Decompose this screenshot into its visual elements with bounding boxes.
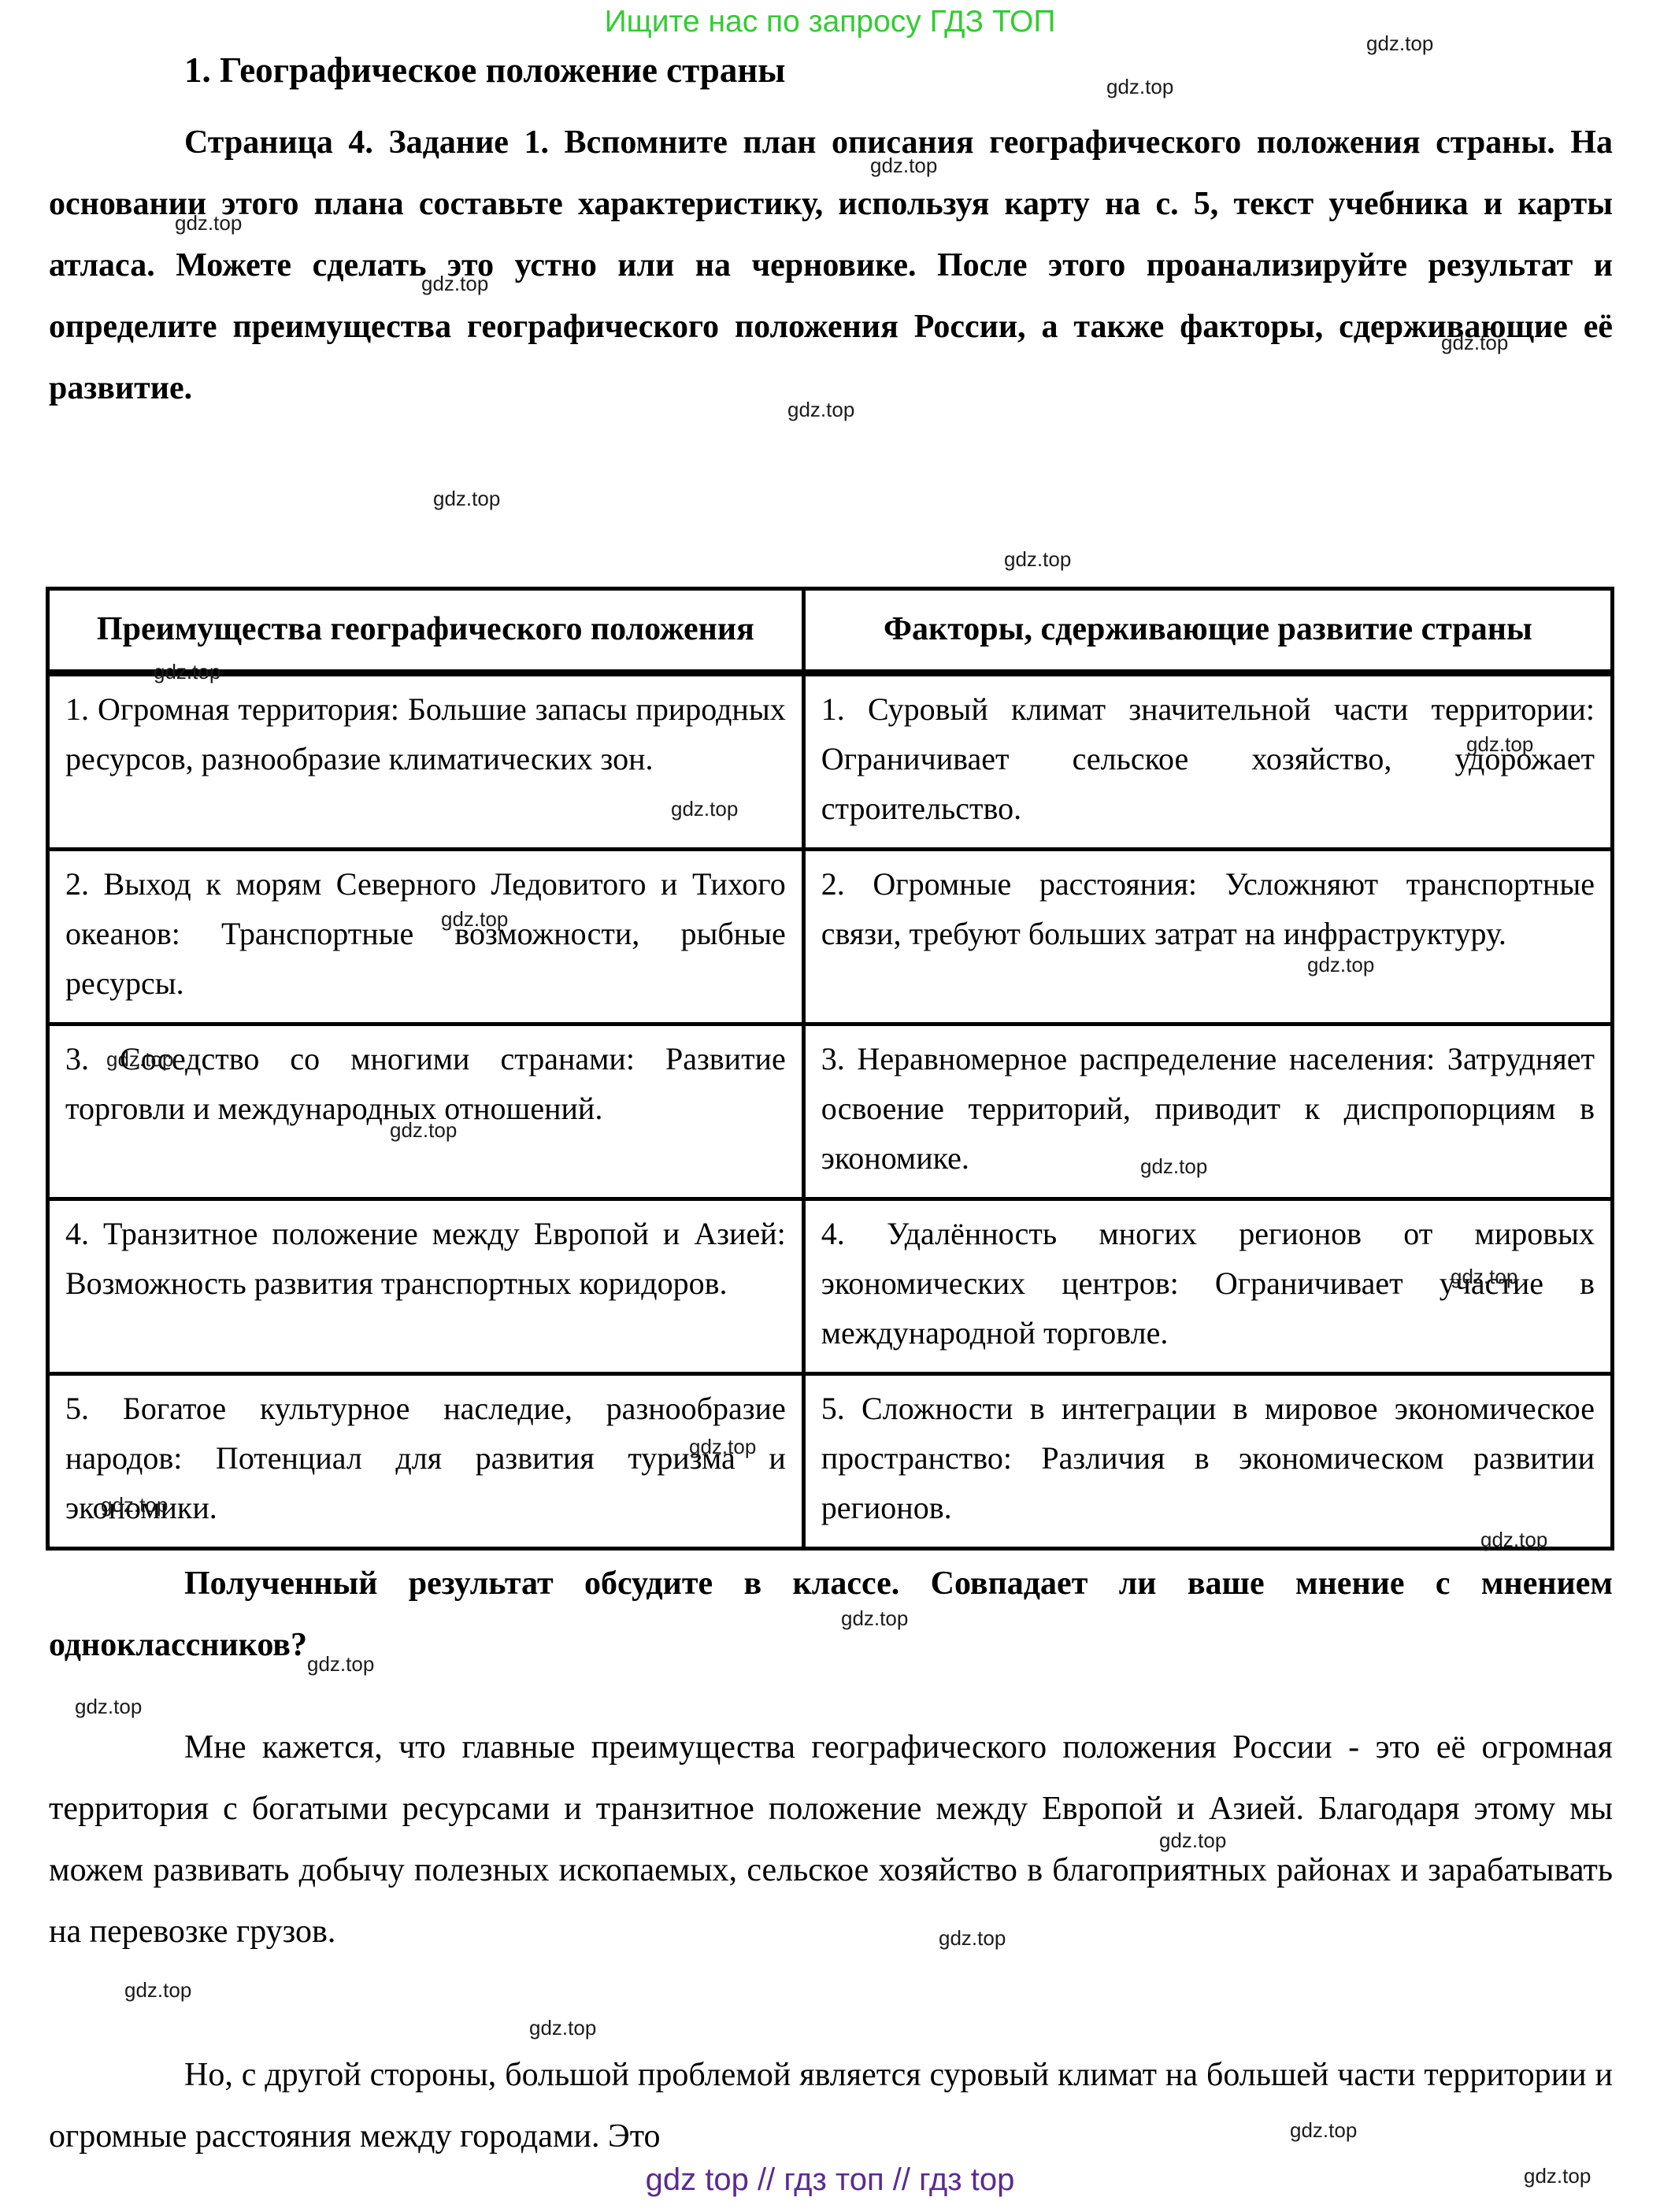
gdz-watermark: gdz.top [1466,732,1534,756]
gdz-watermark: gdz.top [441,907,509,931]
table-row: 3. Соседство со многими странами: Развит… [46,1022,1615,1201]
gdz-watermark: gdz.top [1004,547,1072,571]
gdz-watermark: gdz.top [307,1652,375,1676]
task-paragraph: Страница 4. Задание 1. Вспомните план оп… [49,124,1613,406]
table-row: 2. Выход к морям Северного Ледовитого и … [46,847,1615,1026]
gdz-watermark: gdz.top [154,660,221,684]
table-row: 5. Богатое культурное наследие, разнообр… [46,1372,1615,1551]
gdz-watermark: gdz.top [841,1606,909,1630]
gdz-watermark: gdz.top [421,272,489,295]
page-title: 1. Географическое положение страны [184,50,786,90]
gdz-watermark: gdz.top [671,797,739,821]
table-header-advantages: Преимущества географического положения [46,587,806,676]
gdz-watermark: gdz.top [106,1047,174,1071]
comparison-table: Преимущества географического положения Ф… [46,587,1615,1551]
factor-cell-5: 5. Сложности в интеграции в мировое экон… [801,1372,1615,1551]
gdz-watermark: gdz.top [1159,1829,1227,1852]
gdz-watermark: gdz.top [124,1978,192,2002]
table-row: 1. Огромная территория: Большие запасы п… [46,671,1615,851]
promo-banner: Ищите нас по запросу ГДЗ ТОП [604,5,1056,39]
gdz-watermark: gdz.top [1524,2164,1591,2188]
footer-watermark: gdz top // гдз топ // гдз top [645,2162,1015,2197]
factor-cell-2: 2. Огромные расстояния: Усложняют трансп… [801,847,1615,1026]
gdz-watermark: gdz.top [1480,1528,1548,1551]
table-row: 4. Транзитное положение между Европой и … [46,1197,1615,1376]
factor-cell-1: 1. Суровый климат значительной части тер… [801,671,1615,851]
advantage-cell-5: 5. Богатое культурное наследие, разнообр… [46,1372,806,1551]
table-header-row: Преимущества географического положения Ф… [46,587,1615,676]
factor-cell-3: 3. Неравномерное распределение населения… [801,1022,1615,1201]
factor-cell-4: 4. Удалённость многих регионов от мировы… [801,1197,1615,1376]
table-header-factors: Факторы, сдерживающие развитие страны [801,587,1615,676]
advantage-cell-2: 2. Выход к морям Северного Ледовитого и … [46,847,806,1026]
gdz-watermark: gdz.top [390,1118,458,1142]
gdz-watermark: gdz.top [175,211,243,235]
gdz-watermark: gdz.top [1307,953,1375,976]
gdz-watermark: gdz.top [1366,31,1434,55]
gdz-watermark: gdz.top [1290,2118,1358,2142]
gdz-watermark: gdz.top [1451,1265,1518,1288]
answer-paragraph-1: Мне кажется, что главные преимущества ге… [49,1729,1613,1950]
gdz-watermark: gdz.top [689,1435,757,1458]
gdz-watermark: gdz.top [101,1493,169,1517]
advantage-cell-3: 3. Соседство со многими странами: Развит… [46,1022,806,1201]
advantage-cell-4: 4. Транзитное положение между Европой и … [46,1197,806,1376]
gdz-watermark: gdz.top [1106,75,1174,98]
discussion-paragraph: Полученный результат обсудите в классе. … [49,1565,1613,1663]
gdz-watermark: gdz.top [1140,1154,1208,1178]
gdz-watermark: gdz.top [939,1926,1006,1950]
answer-paragraph-2: Но, с другой стороны, большой проблемой … [49,2057,1613,2155]
gdz-watermark: gdz.top [433,487,501,510]
advantage-cell-1: 1. Огромная территория: Большие запасы п… [46,671,806,851]
gdz-watermark: gdz.top [870,154,938,177]
gdz-watermark: gdz.top [787,398,855,421]
gdz-watermark: gdz.top [1441,331,1509,354]
gdz-watermark: gdz.top [529,2016,597,2040]
gdz-watermark: gdz.top [75,1695,143,1718]
